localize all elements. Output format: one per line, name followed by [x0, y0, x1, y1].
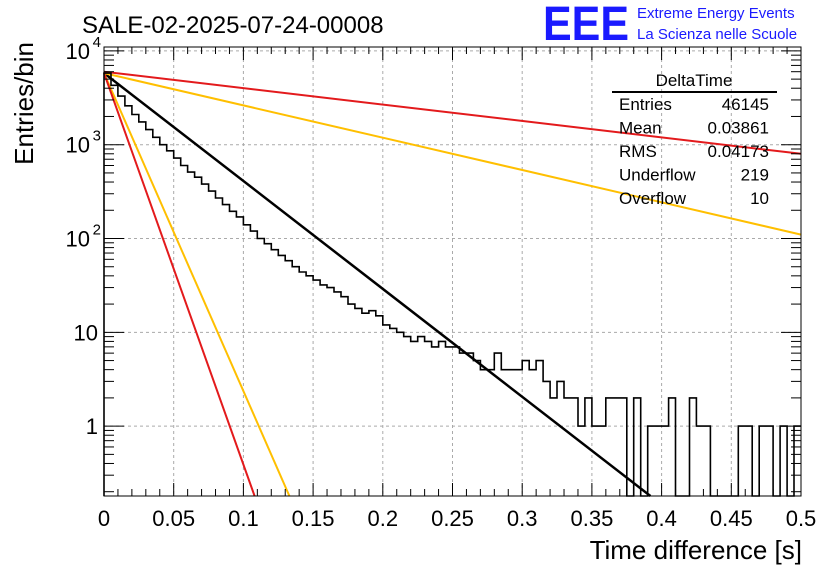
y-tick-label: 1 [86, 414, 98, 439]
y-tick-label: 10 [66, 133, 90, 158]
logo-line-1: Extreme Energy Events [637, 5, 795, 22]
stats-label: Underflow [619, 166, 696, 185]
x-tick-label: 0.2 [368, 506, 399, 531]
x-tick-label: 0.4 [646, 506, 677, 531]
y-tick-exponent: 4 [93, 34, 101, 51]
stats-value: 0.04173 [708, 142, 769, 161]
fit-line [103, 70, 802, 155]
stats-label: Entries [619, 95, 672, 114]
x-tick-label: 0.05 [152, 506, 195, 531]
stats-rows: Entries 46145 Mean 0.03861 RMS 0.04173 Underfl… [619, 95, 769, 208]
x-tick-label: 0 [98, 506, 110, 531]
stats-value: 219 [741, 166, 769, 185]
stats-value: 0.03861 [708, 119, 769, 138]
chart-title: SALE-02-2025-07-24-00008 [82, 12, 384, 39]
y-axis-label: Entries/bin [9, 42, 39, 165]
x-tick-label: 0.1 [228, 506, 259, 531]
y-tick-label: 10 [66, 39, 90, 64]
x-tick-label: 0.45 [710, 506, 753, 531]
fit-lines [103, 70, 802, 497]
histogram-bars [103, 72, 801, 497]
grid-lines [104, 47, 801, 496]
fit-line [103, 72, 652, 497]
x-tick-labels: 0 0.05 0.1 0.15 0.2 0.25 0.3 0.35 0.4 0.45 0.5 [98, 506, 816, 531]
x-tick-label: 0.25 [431, 506, 474, 531]
logo-mark: EEE [543, 0, 629, 51]
fit-line [103, 72, 291, 497]
stats-label: Mean [619, 119, 662, 138]
x-axis-label: Time difference [s] [590, 535, 802, 565]
stats-label: RMS [619, 142, 657, 161]
x-tick-label: 0.35 [570, 506, 613, 531]
stats-box: DeltaTime Entries 46145 Mean 0.03861 RMS 0.04… [612, 71, 777, 208]
histogram-outline [103, 72, 801, 497]
stats-title: DeltaTime [656, 71, 733, 90]
fit-line [103, 72, 256, 497]
y-tick-label: 10 [74, 320, 98, 345]
stats-value: 10 [750, 189, 769, 208]
fit-line [103, 72, 802, 236]
y-tick-label: 10 [66, 227, 90, 252]
y-tick-exponent: 2 [93, 222, 101, 239]
axis-ticks [103, 47, 802, 496]
logo-line-2: La Scienza nelle Scuole [637, 26, 797, 43]
stats-label: Overflow [619, 189, 687, 208]
y-tick-exponent: 3 [93, 128, 101, 145]
x-tick-label: 0.5 [786, 506, 817, 531]
x-tick-label: 0.15 [292, 506, 335, 531]
eee-logo: EEE Extreme Energy Events La Scienza nel… [543, 0, 797, 51]
x-tick-label: 0.3 [507, 506, 538, 531]
stats-value: 46145 [722, 95, 769, 114]
